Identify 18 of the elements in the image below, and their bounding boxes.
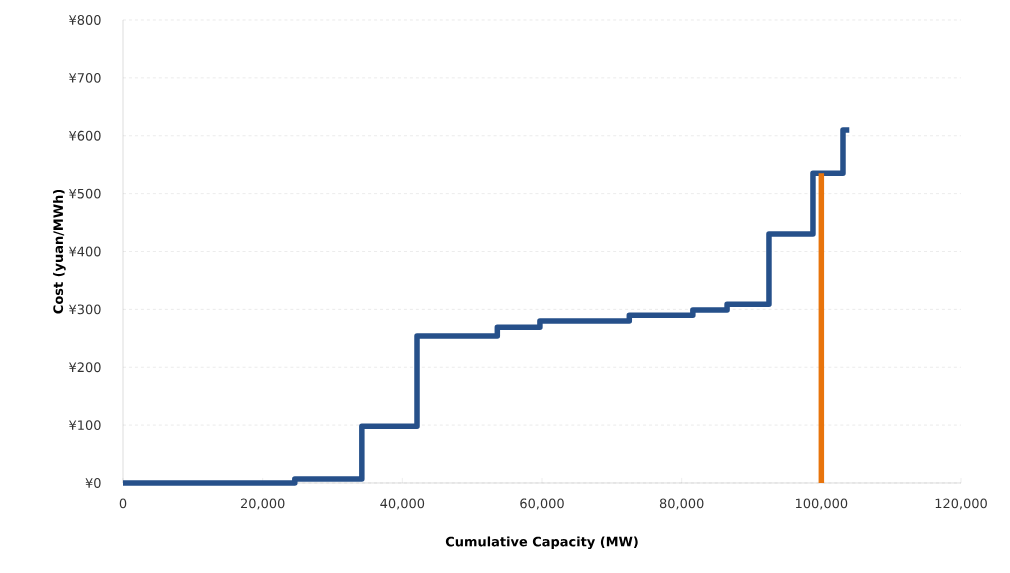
y-tick-label: ¥600 [69, 130, 101, 141]
x-tick-label: 80,000 [659, 498, 704, 510]
x-tick-label: 60,000 [520, 498, 564, 510]
x-tick-label: 100,000 [795, 498, 848, 510]
x-tick-label: 40,000 [380, 498, 425, 510]
y-tick-label: ¥700 [69, 72, 101, 83]
x-tick-label: 0 [119, 498, 127, 509]
y-tick-label: ¥300 [69, 304, 101, 315]
x-axis-title: Cumulative Capacity (MW) [445, 536, 638, 550]
y-tick-label: ¥0 [85, 478, 101, 488]
y-tick-label: ¥100 [69, 420, 101, 431]
y-tick-label: ¥800 [69, 15, 101, 25]
y-tick-label: ¥400 [69, 246, 101, 257]
x-tick-label: 20,000 [240, 498, 285, 510]
y-tick-label: ¥500 [69, 188, 101, 199]
x-tick-label: 120,000 [935, 498, 987, 510]
y-axis-title: Cost (yuan/MWh) [53, 189, 66, 314]
y-tick-label: ¥200 [69, 362, 101, 373]
